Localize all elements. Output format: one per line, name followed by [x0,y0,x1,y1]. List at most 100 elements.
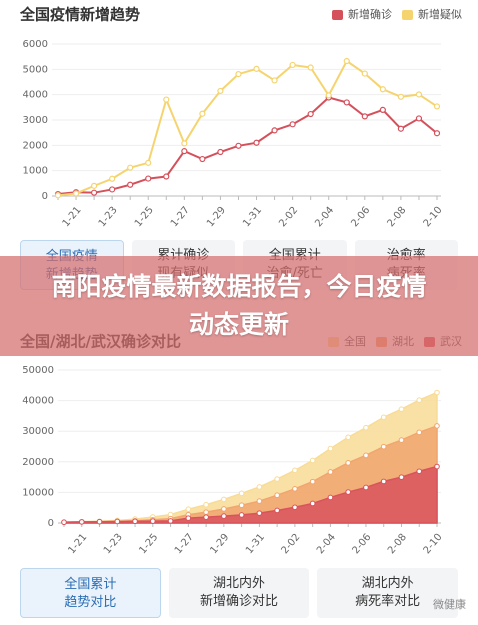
point [114,518,121,525]
point [363,424,369,431]
y-tick-label: 40000 [22,396,54,407]
point [167,518,174,524]
y-tick-label: 5000 [23,64,48,75]
y-tick-label: 3000 [23,115,48,126]
point [309,478,316,485]
point [397,93,405,100]
point [235,70,242,78]
point [327,469,334,475]
legend-label: 新增疑似 [418,7,462,21]
point [379,86,386,93]
point [289,121,296,128]
point [345,460,351,466]
tab[interactable]: 全国累计 趋势对比 [20,568,161,618]
point [416,397,423,403]
point [398,406,405,412]
tab-label: 湖北内外 [361,576,414,591]
point [363,484,369,491]
x-tick-label: 1-27 [169,205,192,229]
tab[interactable]: 湖北内外 新增确诊对比 [168,568,310,618]
point [109,186,116,193]
point [416,429,423,436]
point [163,96,170,103]
tab-label: 趋势对比 [64,595,117,610]
point [221,506,227,512]
line [57,59,438,197]
x-tick-label: 1-31 [241,205,264,229]
point [217,148,224,156]
point [181,148,188,155]
point [307,64,314,71]
point [238,490,245,497]
x-tick-label: 1-25 [133,205,156,229]
point [343,99,350,106]
point [309,500,316,507]
x-tick-label: 2-02 [277,205,300,229]
x-tick-label: 1-29 [208,532,231,556]
point [181,140,188,147]
watermark: 微健康 [433,598,466,611]
x-tick-label: 1-25 [137,532,160,556]
x-tick-label: 2-02 [279,532,302,556]
point [132,518,138,525]
point [163,173,170,180]
point [415,115,423,122]
point [292,467,298,474]
point [96,518,103,525]
point [217,87,224,95]
x-tick-label: 1-21 [61,205,84,229]
point [271,127,278,134]
point [203,501,209,508]
point [235,142,242,149]
point [127,181,134,188]
x-tick-label: 1-29 [205,205,228,229]
point [256,498,263,504]
x-tick-label: 1-31 [244,532,267,556]
x-tick-label: 2-08 [385,205,408,229]
point [256,510,263,516]
point [238,502,245,509]
point [274,476,280,482]
y-tick-label: 1000 [23,166,48,177]
x-tick-label: 2-06 [349,205,372,229]
point [361,113,368,120]
point [415,91,423,98]
legend-label: 新增确诊 [348,7,392,21]
x-tick-label: 1-27 [173,532,196,556]
point [203,514,209,520]
y-tick-label: 20000 [22,457,54,468]
y-tick-label: 4000 [23,90,48,101]
x-tick-label: 1-23 [97,205,120,229]
x-tick-label: 2-04 [313,205,336,229]
legend-swatch [402,10,413,20]
x-tick-label: 2-10 [422,532,445,556]
point [221,513,227,519]
point [253,139,260,146]
point [292,485,298,492]
y-tick-label: 50000 [22,365,54,376]
point [380,478,387,485]
point [145,159,152,166]
x-tick-label: 1-21 [66,532,89,556]
point [185,515,192,521]
y-tick-label: 30000 [22,426,54,437]
chart-title: 全国疫情新增趋势 [19,6,140,24]
point [361,70,368,77]
x-tick-label: 2-06 [351,532,374,556]
x-tick-label: 2-08 [386,532,409,556]
point [127,164,134,171]
point [327,494,334,501]
point [363,452,369,459]
point [90,182,98,189]
y-tick-label: 10000 [22,487,54,498]
point [434,463,440,470]
point [345,489,351,495]
point [307,110,314,118]
point [397,125,405,132]
point [433,103,441,110]
point [78,519,85,525]
point [185,506,192,512]
point [271,77,278,84]
tab[interactable]: 湖北内外 病死率对比 [317,568,458,618]
